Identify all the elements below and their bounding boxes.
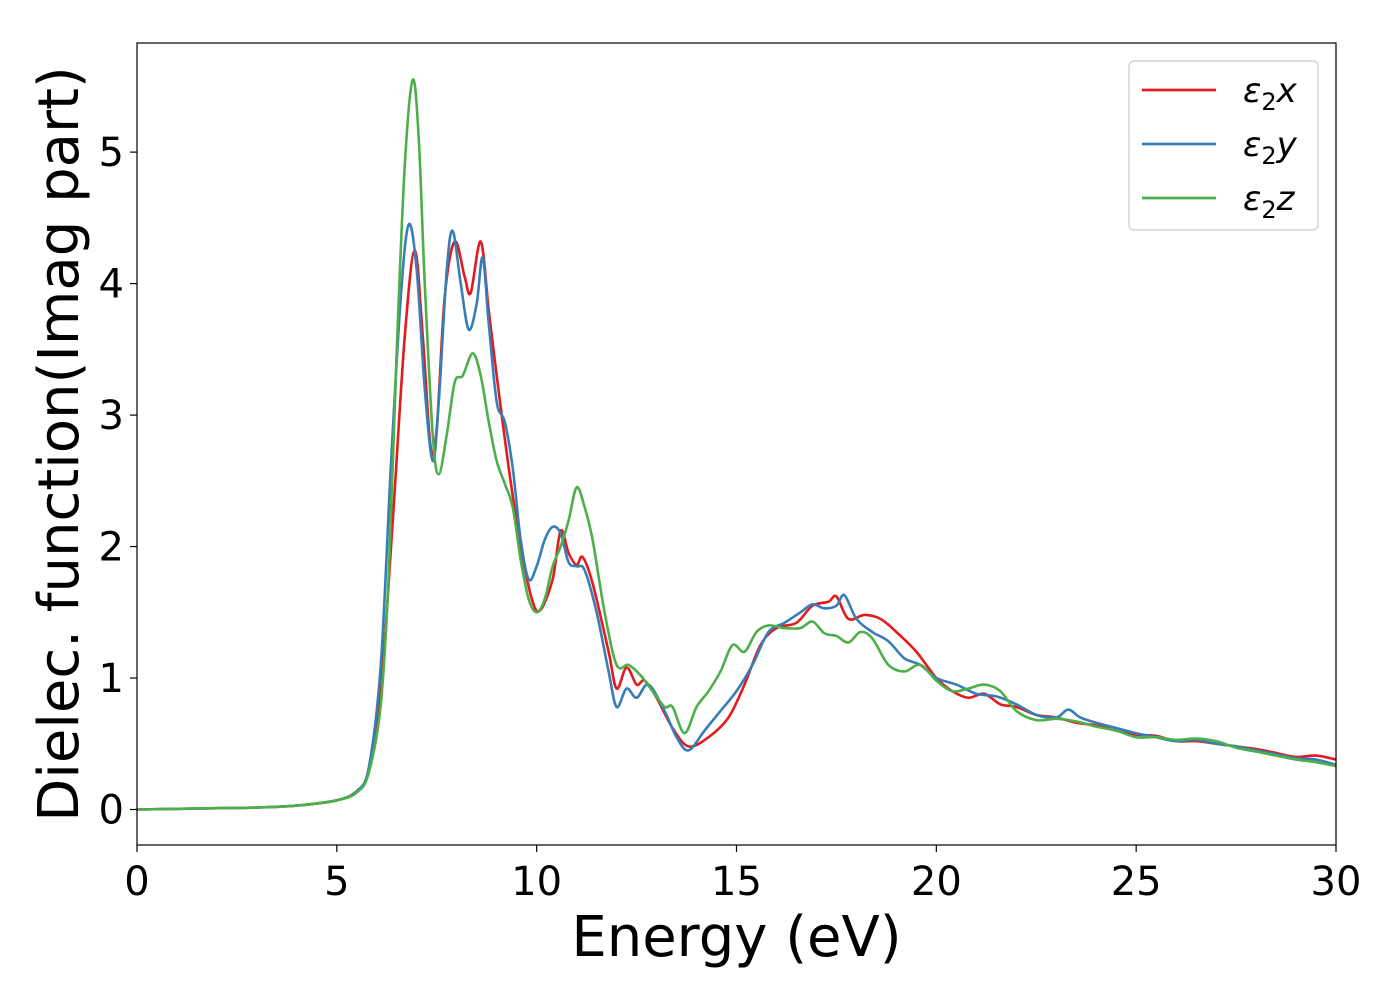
series-line-z — [137, 78, 1336, 811]
x-tick-label: 5 — [324, 859, 349, 905]
legend-item-z: ε2z — [1142, 179, 1296, 224]
series-line-y — [137, 222, 1336, 811]
y-tick-label: 5 — [99, 130, 124, 176]
x-tick-label: 20 — [911, 859, 962, 905]
y-tick-label: 1 — [99, 656, 124, 702]
legend-item-y: ε2y — [1142, 125, 1298, 170]
y-tick-label: 4 — [99, 262, 124, 308]
x-tick-label: 0 — [124, 859, 149, 905]
y-tick-label: 3 — [99, 393, 124, 439]
legend-label: ε2x — [1243, 71, 1298, 116]
series-layer — [137, 78, 1336, 811]
x-axis-label: Energy (eV) — [571, 905, 901, 970]
legend: ε2x ε2y ε2z — [1128, 60, 1319, 231]
y-axis-label: Dielec. function(Imag part) — [27, 66, 92, 822]
legend-box — [1128, 60, 1319, 231]
legend-item-x: ε2x — [1142, 71, 1298, 116]
y-tick-label: 0 — [99, 788, 124, 834]
x-tick-label: 10 — [511, 859, 562, 905]
y-tick-label: 2 — [99, 525, 124, 571]
legend-label: ε2z — [1243, 179, 1296, 224]
x-tick-label: 15 — [711, 859, 762, 905]
x-tick-label: 30 — [1311, 859, 1362, 905]
x-tick-label: 25 — [1111, 859, 1162, 905]
y-axis: 0 1 2 3 4 5 — [99, 130, 137, 834]
x-axis: 0 5 10 15 20 25 30 — [124, 845, 1361, 905]
legend-label: ε2y — [1243, 125, 1298, 170]
series-line-x — [137, 240, 1336, 811]
